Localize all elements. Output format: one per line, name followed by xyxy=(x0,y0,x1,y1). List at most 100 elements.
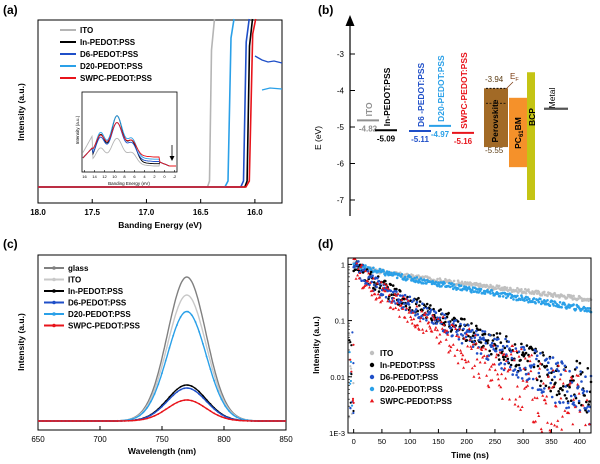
x-tick-label: 0 xyxy=(352,437,356,446)
decay-point xyxy=(584,307,587,310)
decay-point xyxy=(547,386,551,390)
decay-point xyxy=(465,332,469,336)
decay-point xyxy=(466,360,470,363)
decay-point xyxy=(483,292,487,295)
decay-point xyxy=(451,334,454,337)
decay-point xyxy=(562,368,566,372)
decay-point xyxy=(577,385,580,388)
decay-point xyxy=(516,404,520,408)
decay-point xyxy=(389,283,393,287)
decay-point xyxy=(457,335,461,338)
inset-tick-label: 0 xyxy=(163,174,166,179)
decay-point xyxy=(552,304,556,307)
decay-point xyxy=(534,350,537,353)
decay-point xyxy=(508,347,511,350)
decay-point xyxy=(434,280,438,284)
decay-point xyxy=(460,342,464,345)
decay-point xyxy=(371,276,375,280)
panel-a-letter: (a) xyxy=(3,3,18,17)
y-tick-label: 0.01 xyxy=(330,373,345,382)
decay-point xyxy=(463,358,467,361)
decay-point xyxy=(364,283,368,287)
decay-point xyxy=(556,361,560,365)
decay-point xyxy=(465,288,469,292)
decay-point xyxy=(528,377,531,381)
decay-point xyxy=(435,322,439,325)
decay-point xyxy=(476,346,480,349)
decay-point xyxy=(445,329,449,332)
decay-point xyxy=(459,349,462,352)
decay-point xyxy=(515,384,519,388)
inset-tick-label: 10 xyxy=(112,174,117,179)
pl-marker xyxy=(194,390,197,393)
pl-marker xyxy=(187,310,189,313)
decay-point xyxy=(452,324,456,328)
decay-point xyxy=(395,290,398,293)
x-tick-label: 17.0 xyxy=(139,208,155,217)
decay-point xyxy=(380,299,384,302)
decay-point xyxy=(509,350,513,353)
pl-marker xyxy=(179,316,182,318)
decay-point xyxy=(488,349,492,353)
decay-point xyxy=(396,292,400,295)
decay-point xyxy=(528,297,531,301)
decay-point xyxy=(483,330,487,333)
decay-point xyxy=(443,313,446,317)
inset-tick-label: 14 xyxy=(92,174,97,179)
decay-point xyxy=(507,340,511,344)
decay-point xyxy=(523,356,527,360)
decay-point xyxy=(356,267,360,270)
decay-point xyxy=(482,338,486,342)
decay-point xyxy=(522,367,526,370)
decay-point xyxy=(515,349,519,352)
inset-ylabel: Intensity (a.u.) xyxy=(75,115,80,144)
pl-marker xyxy=(86,420,89,422)
decay-point xyxy=(454,319,458,322)
decay-point xyxy=(462,366,466,369)
decay-point xyxy=(523,387,526,390)
decay-point xyxy=(543,398,547,402)
decay-point xyxy=(532,420,536,424)
decay-point xyxy=(551,295,555,299)
decay-point xyxy=(349,379,352,383)
decay-point xyxy=(372,281,376,284)
decay-point xyxy=(490,378,494,382)
decay-point xyxy=(509,363,513,367)
decay-point xyxy=(527,354,531,358)
decay-point xyxy=(527,372,530,376)
pl-marker xyxy=(183,311,186,314)
decay-point xyxy=(471,342,475,346)
decay-point xyxy=(384,286,388,289)
decay-point xyxy=(561,388,564,392)
pl-marker xyxy=(97,420,100,422)
decay-point xyxy=(494,347,498,350)
decay-point xyxy=(535,357,538,361)
decay-point xyxy=(587,409,590,413)
pl-marker xyxy=(194,321,197,323)
pl-marker xyxy=(209,410,212,412)
decay-point xyxy=(349,341,352,344)
pl-curve xyxy=(38,399,286,422)
decay-point xyxy=(509,288,513,291)
panel-a: (a) 18.0 17.5 17.0 16.5 16.0 Banding Energy … xyxy=(3,3,283,230)
inset-tick-label: 2 xyxy=(153,174,156,179)
decay-point xyxy=(468,287,472,291)
decay-point xyxy=(566,390,569,393)
decay-point xyxy=(349,358,352,361)
decay-point xyxy=(505,296,508,300)
perovskite-homo-value: -5.55 xyxy=(485,146,504,155)
decay-point xyxy=(422,306,426,310)
inset-curves xyxy=(82,115,176,167)
decay-point xyxy=(538,367,542,370)
pl-marker xyxy=(149,416,152,419)
decay-point xyxy=(429,310,432,314)
decay-point xyxy=(408,295,412,299)
decay-point xyxy=(441,312,444,315)
decay-point xyxy=(499,341,503,344)
inset-curve xyxy=(82,121,176,167)
decay-point xyxy=(447,311,450,315)
decay-point xyxy=(475,352,479,355)
pl-marker xyxy=(79,420,82,422)
decay-point xyxy=(562,385,565,388)
decay-point xyxy=(471,288,474,292)
